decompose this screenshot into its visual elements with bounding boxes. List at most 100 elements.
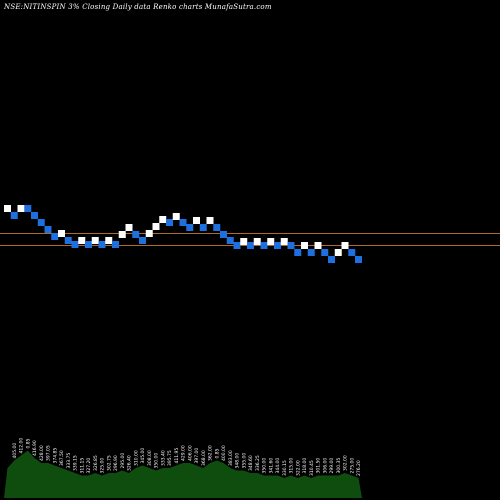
volume-label: 397.05 <box>46 445 52 461</box>
renko-brick-down <box>328 256 335 263</box>
volume-label: 326.85 <box>93 455 99 471</box>
volume-label: 348.60 <box>248 455 254 471</box>
volume-label: 367.50 <box>59 450 65 466</box>
renko-brick-down <box>186 224 194 231</box>
volume-label: 341.60 <box>268 458 274 474</box>
volume-label: 276.20 <box>356 460 362 476</box>
volume-label: 368.00 <box>201 450 207 466</box>
renko-brick-up <box>17 205 25 212</box>
renko-brick-up <box>145 230 153 237</box>
volume-label: 322.00 <box>295 460 301 476</box>
volume-label: 344.00 <box>275 458 281 474</box>
renko-brick-down <box>98 241 106 248</box>
renko-brick-up <box>118 231 126 238</box>
renko-brick-down <box>220 231 227 238</box>
volume-label: 397.00 <box>194 448 200 464</box>
chart-title: NSE:NITINSPIN 3% Closing Daily data Renk… <box>4 3 272 11</box>
renko-brick-down <box>307 249 315 256</box>
renko-brick-down <box>260 242 268 249</box>
renko-brick-down <box>85 241 92 248</box>
volume-label: 429.00 <box>181 445 187 461</box>
renko-brick-up <box>193 217 200 224</box>
renko-brick-down <box>213 224 221 231</box>
renko-brick-down <box>294 249 302 256</box>
renko-brick-up <box>206 217 214 224</box>
volume-labels: 405.00 412.00 0.85 416.90 428.00 397.05 374.85… <box>12 438 362 476</box>
renko-brick-down <box>112 241 119 248</box>
renko-brick-up <box>314 242 322 249</box>
volume-label: 333.40 <box>160 450 166 466</box>
renko-brick-down <box>64 237 72 244</box>
renko-brick-down <box>348 249 356 256</box>
renko-brick-up <box>341 242 349 249</box>
volume-label: 348.00 <box>235 453 241 469</box>
volume-label: 308.00 <box>147 450 153 466</box>
volume-label: 395.75 <box>167 450 173 466</box>
volume-label: 350.00 <box>154 453 160 469</box>
renko-brick-down <box>51 233 59 240</box>
renko-brick-down <box>179 219 187 226</box>
volume-fill <box>4 450 362 498</box>
renko-brick-down <box>199 224 207 231</box>
renko-brick-down <box>226 237 234 244</box>
volume-label: 405.00 <box>12 443 18 459</box>
volume-label: 333.75 <box>66 453 72 469</box>
renko-brick-up <box>334 249 342 256</box>
renko-brick-down <box>247 242 254 249</box>
renko-brick-down <box>71 241 79 248</box>
renko-brick-up <box>253 238 261 245</box>
volume-label: 295.00 <box>120 453 126 469</box>
volume-label: 275.00 <box>349 458 355 474</box>
renko-brick-down <box>132 231 140 238</box>
volume-label: 362.00 <box>208 445 214 461</box>
volume-label: 345.00 <box>140 448 146 464</box>
volume-label: 428.00 <box>39 445 45 461</box>
renko-brick-up <box>4 205 11 212</box>
volume-area <box>4 450 362 498</box>
renko-brick-up <box>240 238 248 245</box>
renko-brick-up <box>125 224 133 231</box>
renko-bricks <box>4 205 362 263</box>
renko-brick-up <box>267 238 275 245</box>
volume-label: 355.00 <box>241 453 247 469</box>
renko-brick-up <box>78 237 86 244</box>
volume-label: 300.35 <box>336 458 342 474</box>
renko-brick-up <box>159 216 167 223</box>
volume-label: 406.00 <box>187 445 193 461</box>
volume-label: 0.85 <box>25 438 31 448</box>
volume-label: 327.20 <box>86 458 92 474</box>
renko-brick-down <box>10 212 18 219</box>
volume-label: 318.00 <box>302 458 308 474</box>
renko-brick-up <box>58 230 65 237</box>
renko-brick-down <box>355 256 362 263</box>
renko-brick-up <box>280 238 288 245</box>
renko-brick-up <box>152 223 160 230</box>
renko-brick-down <box>44 226 52 233</box>
renko-brick-down <box>321 249 329 256</box>
volume-label: 302.75 <box>106 455 112 471</box>
volume-label: 306.00 <box>322 458 328 474</box>
renko-brick-down <box>274 242 281 249</box>
volume-label: 296.90 <box>113 455 119 471</box>
volume-label: 400.00 <box>221 445 227 461</box>
renko-brick-down <box>287 242 295 249</box>
volume-label: 310.00 <box>133 450 139 466</box>
renko-brick-down <box>166 219 173 226</box>
renko-brick-down <box>31 212 38 219</box>
volume-label: 412.00 <box>19 438 25 454</box>
renko-brick-down <box>233 242 241 249</box>
renko-brick-down <box>139 237 146 244</box>
volume-label: 310.45 <box>309 460 315 476</box>
volume-label: 339.15 <box>73 455 79 471</box>
volume-label: 311.15 <box>79 458 85 474</box>
renko-brick-up <box>301 242 308 249</box>
volume-label: 299.00 <box>329 458 335 474</box>
volume-label: 411.95 <box>174 448 180 464</box>
renko-brick-up <box>172 213 180 220</box>
renko-brick-up <box>105 237 113 244</box>
volume-label: 383.00 <box>228 450 234 466</box>
volume-label: 302.00 <box>343 455 349 471</box>
volume-label: 0.85 <box>214 448 220 458</box>
renko-brick-down <box>24 205 32 212</box>
